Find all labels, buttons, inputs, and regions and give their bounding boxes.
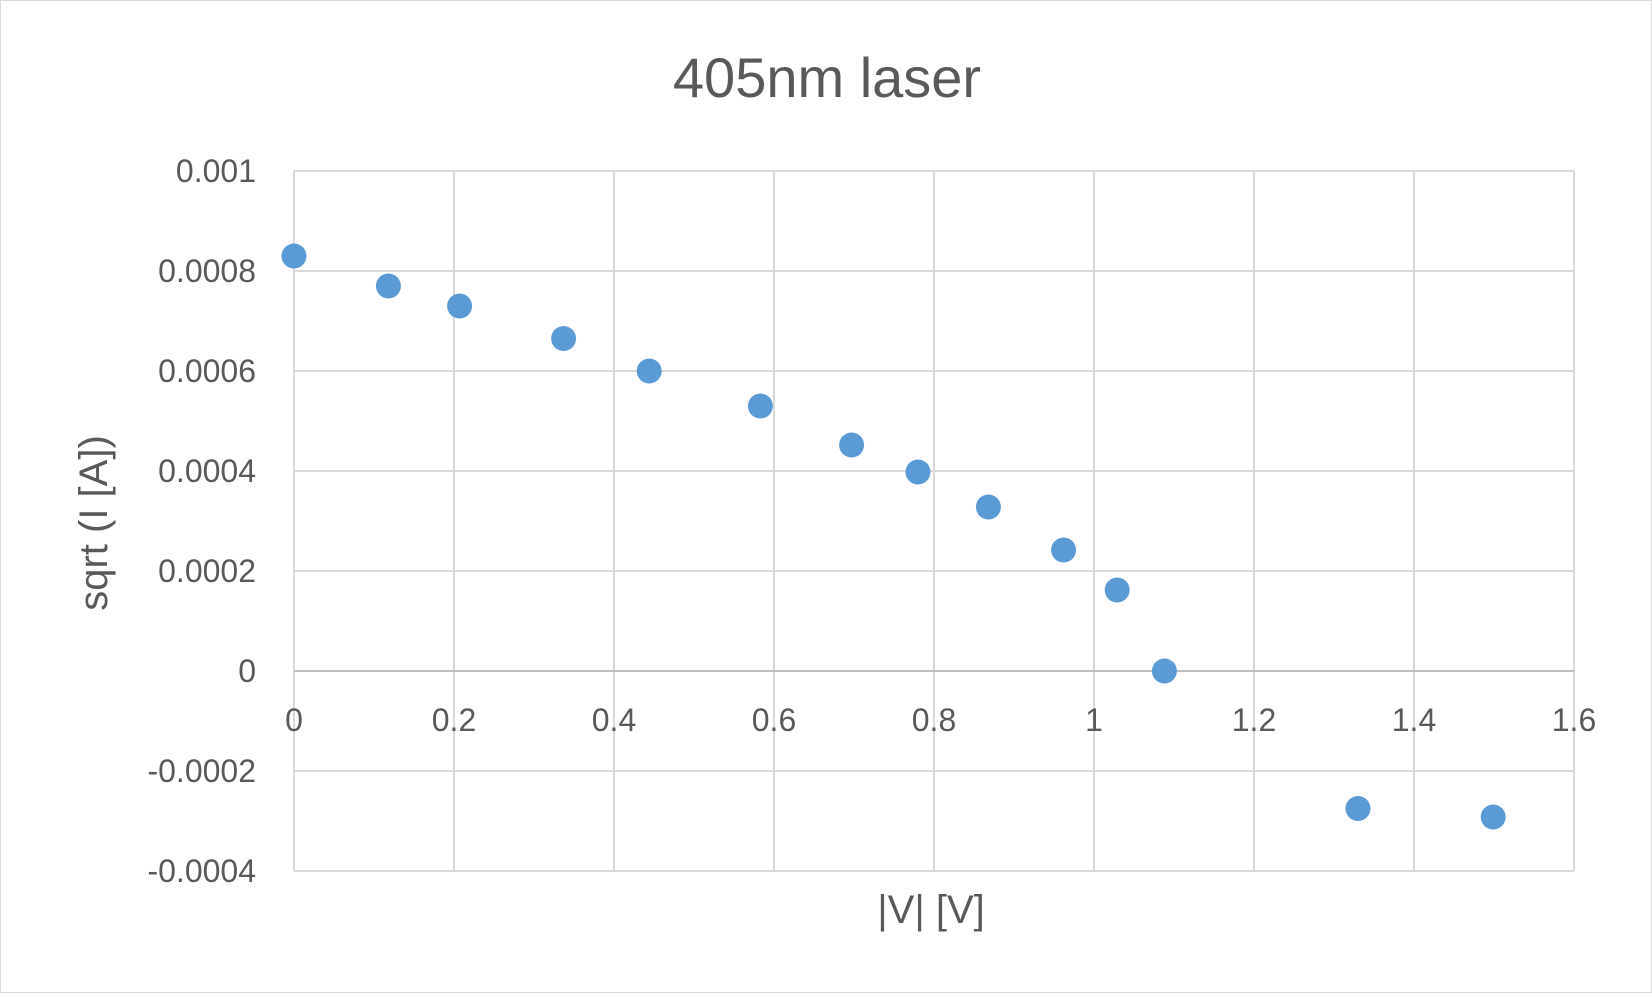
x-axis-title: |V| [V] — [877, 888, 984, 932]
y-tick-label: -0.0004 — [147, 853, 256, 889]
data-point — [375, 273, 401, 299]
y-tick-label: -0.0002 — [147, 753, 256, 789]
data-point — [975, 494, 1001, 520]
chart-title: 405nm laser — [673, 46, 981, 109]
y-tick-label: 0 — [238, 653, 256, 689]
data-point — [1051, 537, 1077, 563]
x-tick-label: 1 — [1085, 702, 1103, 738]
y-tick-label: 0.0004 — [158, 453, 256, 489]
x-tick-label: 1.2 — [1232, 702, 1276, 738]
x-tick-label: 0.8 — [912, 702, 956, 738]
data-point — [1104, 577, 1130, 603]
x-tick-label: 0.2 — [432, 702, 476, 738]
data-point — [281, 243, 307, 269]
x-tick-label: 0 — [285, 702, 303, 738]
tick-labels: 0 0.2 0.4 0.6 0.8 1 1.2 1.4 1.6 -0.0004 -0.0002 0 0.… — [147, 153, 1596, 889]
data-point — [1345, 796, 1371, 821]
x-tick-label: 0.4 — [592, 702, 636, 738]
x-tick-label: 1.6 — [1552, 702, 1596, 738]
gridlines — [293, 170, 1575, 872]
y-tick-label: 0.0002 — [158, 553, 256, 589]
data-point — [636, 358, 662, 384]
data-point — [839, 432, 865, 458]
y-axis-title: sqrt (I [A]) — [72, 435, 116, 611]
data-point — [447, 293, 473, 319]
data-point — [905, 459, 931, 485]
data-point — [747, 393, 773, 419]
x-tick-label: 0.6 — [752, 702, 796, 738]
data-point — [1480, 804, 1506, 830]
y-tick-label: 0.0006 — [158, 353, 256, 389]
y-tick-label: 0.001 — [176, 153, 256, 189]
data-point — [1151, 658, 1177, 684]
data-point — [551, 326, 577, 351]
y-tick-label: 0.0008 — [158, 253, 256, 289]
x-tick-label: 1.4 — [1392, 702, 1436, 738]
data-points — [281, 243, 1506, 830]
